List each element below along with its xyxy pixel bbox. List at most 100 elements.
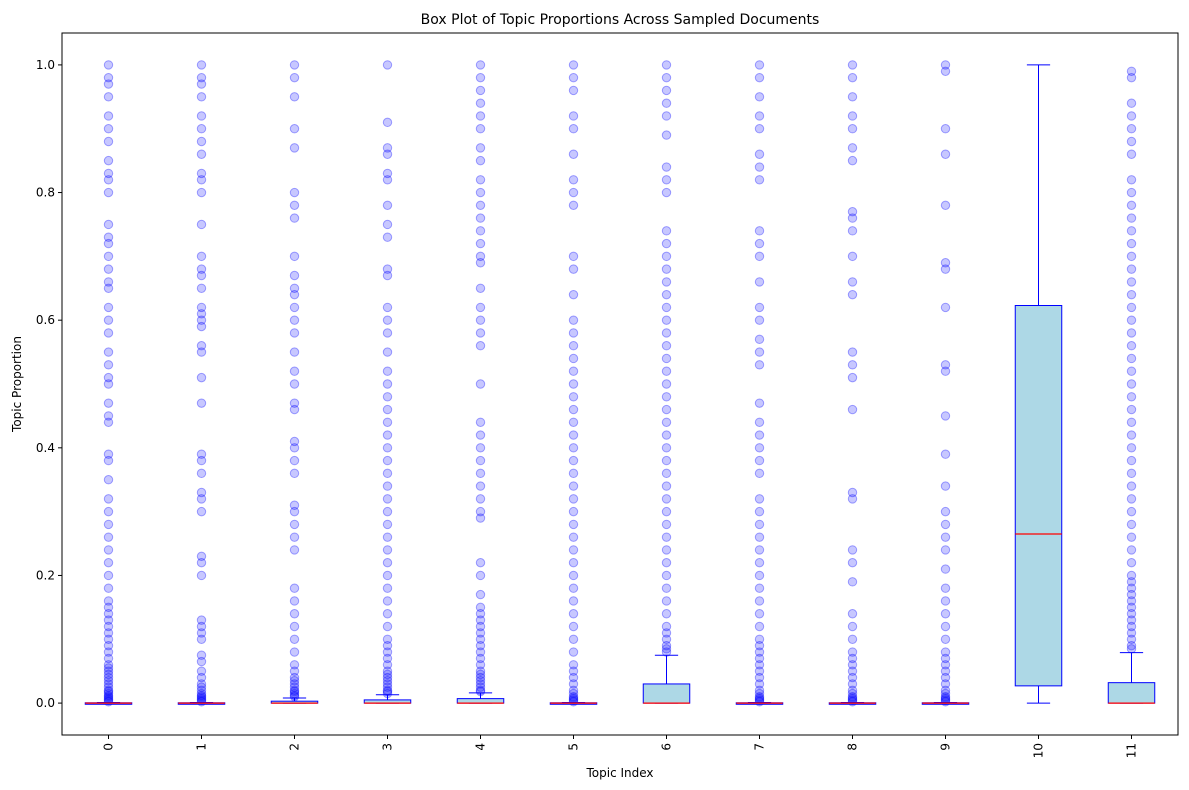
outlier-point (661, 162, 672, 172)
outlier-point (1126, 175, 1137, 185)
outlier-point (103, 672, 114, 683)
outlier-point (103, 60, 114, 70)
outlier-point (754, 634, 765, 644)
outlier-point (1126, 289, 1137, 300)
outlier-point (1126, 72, 1137, 83)
outlier-point (1126, 200, 1137, 211)
outlier-point (382, 532, 393, 542)
outlier-point (196, 468, 207, 479)
outlier-point (661, 98, 672, 108)
outlier-point (754, 277, 765, 287)
y-axis-label: Topic Proportion (10, 336, 24, 433)
outlier-point (847, 494, 858, 504)
outlier-point (475, 570, 486, 581)
outlier-point (103, 175, 114, 185)
outlier-point (754, 519, 765, 530)
outlier-point (475, 379, 486, 389)
outlier-point (289, 682, 300, 692)
outlier-point (382, 315, 393, 325)
outlier-point (475, 258, 486, 268)
outlier-point (103, 682, 114, 692)
outlier-point (661, 596, 672, 606)
outlier-point (103, 640, 114, 651)
outlier-point (661, 187, 672, 198)
outlier-point (568, 679, 579, 689)
outlier-point (475, 72, 486, 83)
outlier-point (754, 92, 765, 102)
outlier-point (661, 264, 672, 274)
outlier-point (754, 688, 765, 699)
outlier-point (1126, 589, 1137, 600)
outlier-point (1126, 341, 1137, 351)
outlier-point (568, 634, 579, 644)
outlier-point (568, 685, 579, 696)
outlier-point (196, 551, 207, 562)
outlier-point (475, 430, 486, 440)
outlier-point (475, 481, 486, 491)
outlier-point (382, 666, 393, 676)
outlier-point (1126, 404, 1137, 415)
outlier-point (475, 669, 486, 680)
outlier-point (568, 455, 579, 466)
outlier-point (568, 392, 579, 402)
outlier-point (103, 583, 114, 593)
outlier-point (196, 487, 207, 498)
outlier-point (940, 532, 951, 542)
outlier-point (103, 372, 114, 383)
outlier-point (940, 360, 951, 370)
outlier-point (661, 175, 672, 185)
outlier-point (661, 640, 672, 651)
outlier-point (289, 436, 300, 447)
outlier-point (661, 302, 672, 313)
outlier-point (847, 577, 858, 587)
outlier-point (754, 685, 765, 696)
outlier-point (196, 187, 207, 198)
outlier-point (196, 650, 207, 660)
outlier-point (103, 688, 114, 699)
outlier-point (196, 72, 207, 83)
outlier-point (382, 545, 393, 555)
outlier-point (475, 251, 486, 262)
outlier-point (754, 609, 765, 619)
outlier-point (103, 615, 114, 625)
outlier-point (289, 213, 300, 223)
outlier-point (103, 545, 114, 555)
outlier-point (196, 136, 207, 147)
outlier-point (568, 72, 579, 83)
x-tick-label: 0 (102, 743, 116, 751)
outlier-point (475, 283, 486, 293)
outlier-point (568, 468, 579, 479)
outlier-point (568, 688, 579, 699)
outlier-point (289, 443, 300, 453)
outlier-point (1126, 532, 1137, 542)
outlier-point (475, 660, 486, 670)
outlier-point (568, 289, 579, 300)
outlier-point (940, 149, 951, 159)
outlier-point (754, 251, 765, 262)
outlier-point (940, 366, 951, 376)
outlier-point (568, 175, 579, 185)
outlier-point (196, 302, 207, 313)
outlier-point (1126, 545, 1137, 555)
outlier-point (568, 417, 579, 427)
outlier-point (103, 475, 114, 485)
outlier-point (196, 682, 207, 692)
outlier-point (475, 602, 486, 613)
outlier-point (289, 328, 300, 338)
outlier-point (847, 404, 858, 415)
outlier-point (847, 72, 858, 83)
outlier-point (940, 60, 951, 70)
outlier-point (661, 532, 672, 542)
outlier-point (661, 430, 672, 440)
outlier-point (475, 98, 486, 108)
outlier-point (475, 653, 486, 664)
outlier-point (382, 379, 393, 389)
outlier-point (568, 353, 579, 364)
outlier-point (196, 283, 207, 293)
outlier-point (1126, 634, 1137, 644)
outlier-point (103, 653, 114, 664)
outlier-point (196, 679, 207, 689)
outlier-point (103, 628, 114, 638)
outlier-point (568, 443, 579, 453)
